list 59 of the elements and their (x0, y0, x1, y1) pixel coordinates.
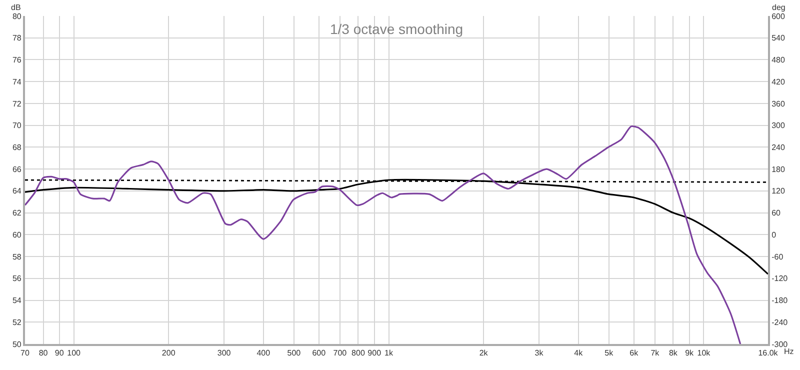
x-tick-label: 8k (668, 348, 678, 358)
x-tick-label: 200 (162, 348, 176, 358)
x-tick-label: 70 (20, 348, 30, 358)
x-tick-label: 100 (67, 348, 82, 358)
x-tick-label: 90 (54, 348, 64, 358)
x-tick-label: 800 (352, 348, 366, 358)
y2-tick-label: 0 (772, 230, 777, 240)
y2-tick-label: 60 (772, 208, 782, 218)
y2-tick-label: 180 (772, 164, 786, 174)
y2-tick-label: 600 (772, 12, 786, 21)
x-tick-label: 10k (697, 348, 712, 358)
y-axis-title: dB (11, 3, 21, 12)
x-tick-label: 300 (217, 348, 232, 358)
x-tick-label: 900 (368, 348, 382, 358)
y-tick-label: 50 (12, 340, 22, 349)
y-tick-label: 76 (12, 56, 22, 65)
y-tick-label: 54 (12, 296, 22, 306)
x-tick-label: 3k (534, 348, 544, 358)
y2-tick-label: -180 (772, 296, 788, 306)
x-tick-label: 6k (630, 348, 640, 358)
y2-tick-label: -300 (772, 340, 788, 349)
y-tick-label: 58 (12, 252, 22, 262)
y-tick-label: 74 (12, 77, 22, 86)
y2-tick-label: -240 (772, 318, 788, 327)
y2-tick-label: 360 (772, 99, 786, 108)
y2-tick-label: -60 (772, 252, 784, 262)
x-tick-label: 7k (650, 348, 660, 358)
chart-title: 1/3 octave smoothing (330, 21, 464, 37)
y2-tick-label: 240 (772, 143, 786, 152)
x-tick-label: 600 (312, 348, 326, 358)
x-tick-label: 400 (256, 348, 271, 358)
x-tick-label: 500 (287, 348, 302, 358)
y-tick-label: 52 (12, 318, 22, 327)
y2-axis-title: deg (772, 3, 786, 12)
x-tick-label: 700 (333, 348, 348, 358)
x-tick-label: 80 (38, 348, 48, 358)
y-tick-label: 60 (12, 230, 22, 240)
x-tick-label: 9k (685, 348, 695, 358)
y-tick-label: 62 (12, 208, 22, 218)
x-axis-title: Hz (784, 347, 794, 356)
y2-tick-label: 480 (772, 56, 786, 65)
x-tick-label: 4k (574, 348, 584, 358)
y2-tick-label: 540 (772, 34, 786, 43)
y2-tick-label: -120 (772, 274, 788, 284)
y-tick-label: 78 (12, 34, 22, 43)
x-tick-label: 5k (604, 348, 614, 358)
y-tick-label: 68 (12, 143, 22, 152)
y-tick-label: 66 (12, 164, 22, 174)
y-tick-label: 80 (12, 12, 22, 21)
y2-tick-label: 120 (772, 186, 786, 196)
y-tick-label: 64 (12, 186, 22, 196)
y2-tick-label: 420 (772, 77, 786, 86)
y-tick-label: 56 (12, 274, 22, 284)
y-tick-label: 70 (12, 121, 22, 130)
x-tick-label: 2k (479, 348, 489, 358)
y2-tick-label: 300 (772, 121, 786, 130)
y-tick-label: 72 (12, 99, 22, 108)
x-tick-label: 16.0k (758, 348, 779, 358)
x-tick-label: 1k (384, 348, 394, 358)
